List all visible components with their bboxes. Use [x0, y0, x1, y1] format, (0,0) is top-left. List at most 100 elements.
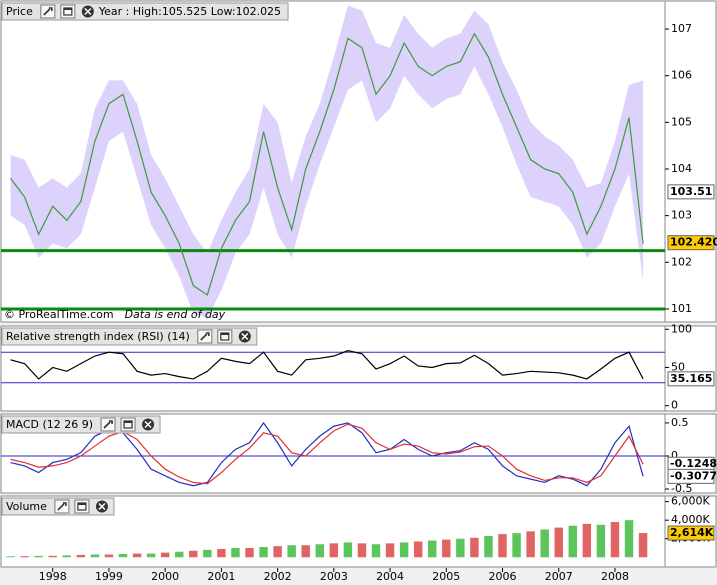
value-marker — [667, 184, 715, 200]
volume-bar — [48, 555, 57, 558]
volume-bar — [470, 537, 479, 558]
panel-header — [1, 327, 258, 346]
y-tick-label: 4,000K — [671, 513, 710, 526]
header-icon[interactable] — [217, 329, 233, 344]
x-tick-label: 2006 — [489, 570, 517, 583]
volume-bar — [287, 545, 296, 558]
value-marker-label: 102.420 — [670, 236, 717, 249]
volume-bar — [456, 538, 465, 558]
y-tick-label: 106 — [671, 69, 692, 82]
header-icon[interactable] — [60, 4, 76, 19]
footer-text: © ProRealTime.com — [4, 308, 114, 321]
volume-bar — [62, 555, 71, 558]
x-tick-label: 2008 — [601, 570, 629, 583]
y-tick-label: 102 — [671, 255, 692, 268]
volume-bar — [357, 543, 367, 558]
value-marker-label: 35.165 — [670, 372, 712, 385]
panel-title: Volume — [6, 500, 47, 513]
y-tick-label: 0 — [671, 449, 678, 462]
volume-bar — [498, 534, 507, 558]
panel-header — [1, 415, 161, 434]
volume-bar — [301, 545, 310, 558]
wrench-icon — [57, 502, 67, 511]
volume-bar — [273, 546, 282, 558]
panel-title: Relative strength index (RSI) (14) — [6, 330, 190, 343]
y-tick-label: 107 — [671, 22, 692, 35]
value-marker-label: -0.3077 — [670, 469, 717, 482]
volume-bar — [104, 554, 114, 558]
volume-bar — [596, 524, 606, 558]
y-tick-label: 104 — [671, 162, 692, 175]
wrench-icon — [103, 420, 113, 429]
volume-bar — [203, 549, 212, 558]
volume-bar — [484, 535, 493, 558]
x-tick-label: 2002 — [264, 570, 292, 583]
header-icon[interactable] — [120, 417, 136, 432]
volume-bar — [160, 552, 170, 558]
value-marker — [667, 371, 715, 387]
volume-bar — [512, 533, 521, 558]
y-tick-label: 50 — [671, 360, 685, 373]
volume-bar — [259, 547, 268, 558]
x-tick-label: 2004 — [376, 570, 404, 583]
footer-note: Data is end of day — [125, 308, 226, 321]
volume-bar — [399, 542, 409, 558]
volume-bar — [624, 520, 634, 558]
value-marker-label: -0.1248 — [670, 457, 717, 470]
y-tick-label: 0.5 — [671, 416, 689, 429]
header-icon[interactable] — [74, 499, 90, 514]
x-tick-label: 2001 — [207, 570, 235, 583]
panel-title: Price — [6, 5, 33, 18]
axis-panel — [664, 325, 717, 412]
volume-bar — [6, 556, 15, 558]
y-tick-label: 100 — [671, 322, 692, 335]
close-icon-x — [144, 420, 152, 429]
volume-bar — [90, 554, 100, 558]
value-marker-label: 103.51 — [670, 185, 712, 198]
wrench-icon — [43, 7, 53, 16]
volume-bar — [146, 553, 156, 558]
panel-subtitle: Year : High:105.525 Low:102.025 — [98, 5, 281, 18]
x-tick-label: 2003 — [320, 570, 348, 583]
y-tick-label: 0 — [671, 399, 678, 412]
volume-bar — [568, 525, 578, 558]
volume-bar — [582, 523, 592, 558]
volume-bar — [20, 556, 29, 558]
value-marker — [667, 525, 715, 541]
wrench-icon — [200, 332, 210, 341]
x-tick-label: 2000 — [151, 570, 179, 583]
series-line — [10, 423, 644, 485]
volume-bar — [118, 554, 128, 558]
volume-bar — [175, 551, 184, 558]
volume-bar — [428, 540, 437, 558]
volume-bar — [189, 550, 198, 558]
volume-bar — [217, 548, 226, 558]
series-line — [10, 32, 644, 296]
value-marker — [667, 468, 715, 484]
volume-bar — [245, 547, 254, 558]
volume-bar — [442, 539, 451, 558]
volume-bar — [132, 553, 142, 558]
value-marker — [667, 235, 715, 251]
volume-bar — [610, 522, 620, 558]
y-tick-label: -0.5 — [671, 482, 692, 495]
x-tick-label: 2007 — [545, 570, 573, 583]
volume-bar — [315, 544, 325, 558]
x-tick-label: 1998 — [39, 570, 67, 583]
volume-bar — [540, 529, 549, 558]
y-tick-label: 6,000K — [671, 495, 710, 508]
volume-bar — [385, 543, 395, 558]
volume-bar — [34, 555, 43, 558]
value-marker-label: 2,614K — [670, 526, 714, 539]
x-tick-label: 1999 — [95, 570, 123, 583]
x-tick-label: 2005 — [432, 570, 460, 583]
y-tick-label: 105 — [671, 115, 692, 128]
volume-bar — [231, 547, 240, 558]
y-tick-label: 103 — [671, 209, 692, 222]
volume-bar — [638, 533, 648, 558]
volume-bar — [343, 542, 353, 558]
volume-bar — [413, 541, 423, 558]
y-tick-label: 101 — [671, 302, 692, 315]
volume-bar — [526, 531, 535, 558]
